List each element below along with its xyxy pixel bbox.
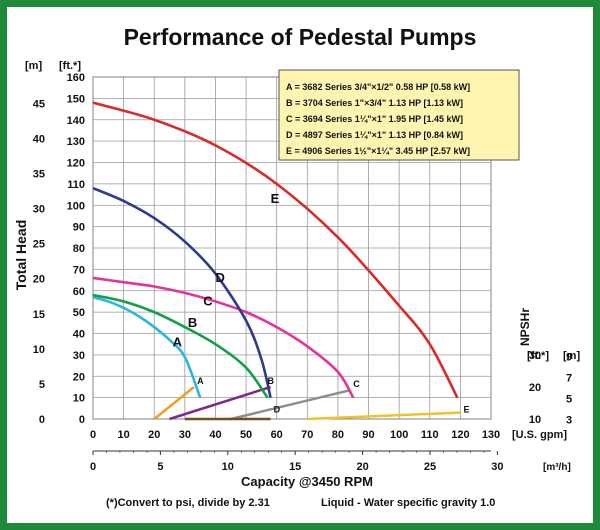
y-ft-tick-label: 60	[73, 286, 85, 298]
x2-tick-label: 25	[424, 461, 436, 473]
npsh-label-c: C	[353, 379, 360, 389]
x-tick-label: 90	[362, 429, 374, 441]
x-tick-label: 70	[301, 429, 313, 441]
chart-title: Performance of Pedestal Pumps	[124, 24, 477, 50]
y-ft-tick-label: 160	[67, 72, 85, 84]
chart-frame: Performance of Pedestal Pumps 0 10 20 30 40 5…	[7, 7, 593, 523]
y-ft-tick-label: 130	[67, 136, 85, 148]
performance-chart: Performance of Pedestal Pumps 0 10 20 30 40 5…	[13, 24, 580, 509]
head-label-e: E	[271, 191, 280, 206]
npsh-label: NPSHr	[518, 308, 532, 346]
y-ft-tick-label: 0	[79, 414, 85, 426]
y-ft-tick-label: 70	[73, 264, 85, 276]
npsh-curve	[169, 385, 271, 421]
head-curve-a	[92, 295, 202, 399]
legend: A = 3682 Series 3/4"×1/2" 0.58 HP [0.58 …	[278, 69, 520, 161]
x2-tick-label: 5	[157, 461, 163, 473]
y-ft-tick-label: 30	[73, 350, 85, 362]
y-m-tick-label: 30	[33, 204, 45, 216]
y-ft-tick-label: 50	[73, 307, 85, 319]
x-tick-label: 110	[421, 429, 439, 441]
x2-tick-label: 20	[356, 461, 368, 473]
x2-tick-label: 0	[90, 461, 96, 473]
head-curve-e	[92, 101, 459, 399]
x2-tick-label: 10	[222, 461, 234, 473]
y-ft-tick-label: 100	[67, 200, 85, 212]
legend-item-c: C = 3694 Series 1¼"×1" 1.95 HP [1.45 kW]	[286, 114, 463, 124]
x-tick-label: 20	[148, 429, 160, 441]
y-axis-label: Total Head	[13, 220, 29, 291]
x-tick-label: 10	[117, 429, 129, 441]
head-label-c: C	[203, 294, 213, 309]
x-tick-label: 50	[240, 429, 252, 441]
footer-note-liquid: Liquid - Water specific gravity 1.0	[321, 497, 495, 509]
npsh-m-tick-label: 3	[566, 415, 572, 427]
npsh-units-m: [m]	[563, 350, 580, 362]
x-tick-label: 120	[451, 429, 469, 441]
y-units-ft: [ft.*]	[59, 60, 81, 72]
y-m-tick-label: 10	[33, 344, 45, 356]
y-m-tick-label: 15	[33, 309, 45, 321]
npsh-curve	[307, 411, 461, 421]
curves	[92, 101, 461, 421]
legend-item-a: A = 3682 Series 3/4"×1/2" 0.58 HP [0.58 …	[286, 82, 470, 92]
y-ft-tick-label: 120	[67, 158, 85, 170]
x-tick-label: 30	[179, 429, 191, 441]
head-label-d: D	[215, 270, 224, 285]
y-ft-tick-label: 150	[67, 93, 85, 105]
x-tick-label: 0	[90, 429, 96, 441]
x-tick-label: 60	[271, 429, 283, 441]
legend-item-e: E = 4906 Series 1½"×1¼" 3.45 HP [2.57 kW…	[286, 146, 470, 156]
y-ft-tick-label: 20	[73, 371, 85, 383]
npsh-m-tick-label: 7	[566, 373, 572, 385]
npsh-ft-tick-label: 20	[529, 382, 541, 394]
legend-item-d: D = 4897 Series 1¼"×1" 1.13 HP [0.84 kW]	[286, 130, 463, 140]
x-tick-label: 100	[390, 429, 408, 441]
npsh-ft-tick-label: 10	[529, 414, 541, 426]
npsh-m-tick-label: 5	[566, 394, 572, 406]
x-axis-label: Capacity @3450 RPM	[241, 474, 373, 489]
x2-units: [m³/h]	[543, 462, 571, 473]
npsh-m-tick-label: 9	[566, 352, 572, 364]
x-tick-label: 80	[332, 429, 344, 441]
y-ft-tick-label: 90	[73, 222, 85, 234]
y-m-tick-label: 35	[33, 169, 45, 181]
y-ft-tick-label: 10	[73, 393, 85, 405]
y-ft-tick-label: 80	[73, 243, 85, 255]
npsh-label-a: A	[197, 376, 204, 386]
npsh-label-e: E	[463, 405, 469, 415]
npsh-ft-tick-label: 30	[529, 350, 541, 362]
npsh-curve	[230, 388, 351, 421]
y-ft-tick-label: 110	[67, 179, 85, 191]
head-curve-d	[92, 186, 272, 398]
npsh-units-ft: [ft.*]	[527, 350, 549, 362]
y-m-tick-label: 20	[33, 274, 45, 286]
npsh-label-b: B	[268, 376, 275, 386]
npsh-label-d: D	[274, 405, 281, 415]
y-m-tick-label: 40	[33, 133, 45, 145]
y-m-tick-label: 25	[33, 239, 45, 251]
y-m-tick-label: 45	[33, 98, 45, 110]
y-ft-tick-label: 140	[67, 115, 85, 127]
head-curve-c	[92, 276, 355, 399]
y-units-m: [m]	[25, 60, 42, 72]
npsh-curve	[153, 386, 195, 420]
head-label-b: B	[188, 315, 197, 330]
y-ft-tick-label: 40	[73, 329, 85, 341]
x-tick-label: 130	[482, 429, 500, 441]
legend-box	[278, 69, 520, 161]
tick-labels: 0 10 20 30 40 50 60 70 80 90 100 110 120 130010203040…	[33, 72, 572, 473]
legend-item-b: B = 3704 Series 1"×3/4" 1.13 HP [1.13 kW…	[286, 98, 463, 108]
x-tick-label: 40	[209, 429, 221, 441]
y-m-tick-label: 0	[39, 414, 45, 426]
x2-tick-label: 15	[289, 461, 301, 473]
footer-note-psi: (*)Convert to psi, divide by 2.31	[106, 497, 270, 509]
x2-tick-label: 30	[491, 461, 503, 473]
head-label-a: A	[173, 334, 183, 349]
head-curve-b	[92, 293, 269, 399]
y-m-tick-label: 5	[39, 379, 45, 391]
x-units: [U.S. gpm]	[512, 429, 567, 441]
